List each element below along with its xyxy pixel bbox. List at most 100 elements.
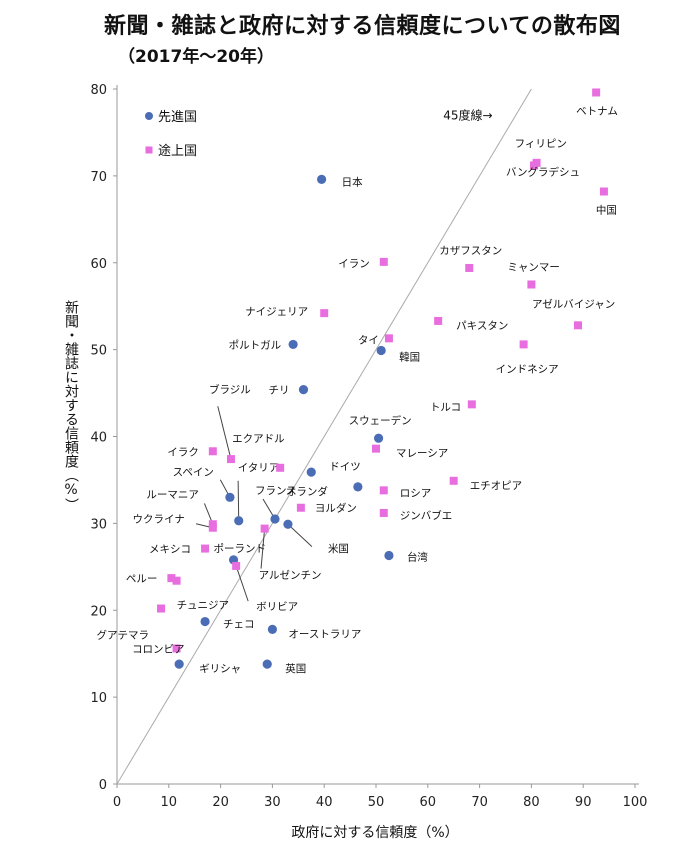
x-tick-label: 60 [420,795,437,810]
y-tick-label: 80 [90,83,107,98]
point-label: 台湾 [407,551,428,564]
point-label: 米国 [328,542,349,555]
data-point-developed [283,519,293,529]
data-point-developing [599,187,608,196]
point-label: イラン [338,258,370,270]
data-point-developing [434,316,443,325]
point-label: ジンバブエ [400,509,453,522]
data-point-developing [379,486,388,495]
point-label: ドイツ [329,461,361,473]
point-label: バングラデシュ [506,165,580,178]
point-label: コロンビア [132,643,185,655]
point-label: ボリビア [256,601,298,613]
data-point-developed [225,492,235,502]
point-label: チリ [268,385,289,397]
y-tick-label: 70 [90,170,107,185]
data-point-developed [298,384,309,395]
reference-line-45deg [116,88,532,785]
point-label: チュニジア [177,600,230,612]
point-label: ロシア [400,487,432,499]
data-point-developing [167,574,176,583]
x-tick-label: 10 [161,795,178,810]
point-label: ナイジェリア [245,306,308,318]
data-point-developing [519,340,528,349]
point-label: メキシコ [149,544,191,556]
point-label: フィリピン [515,138,567,150]
leader-line [260,528,266,569]
point-label: ポルトガル [229,339,282,351]
data-point-developed [267,624,277,634]
data-point-developed [234,516,244,526]
data-point-developing [449,476,458,485]
data-point-developing [320,309,329,318]
legend-label-developing: 途上国 [158,143,197,159]
x-tick-label: 40 [316,795,333,810]
data-point-developed [317,174,327,184]
data-point-developing [172,576,181,585]
leader-line [287,523,313,548]
point-label: ポーランド [214,543,266,555]
y-tick-label: 40 [90,431,107,446]
point-label: ギリシャ [199,663,241,675]
point-label: ベトナム [576,105,618,117]
point-label: スペイン [173,466,214,478]
leader-line [217,406,232,460]
y-tick-label: 20 [90,604,107,619]
data-point-developing [379,257,388,266]
data-point-developing [372,444,380,453]
chart-title: 新聞・雑誌と政府に対する信頼度についての散布図 [104,14,621,39]
x-tick-label: 100 [623,795,648,810]
data-point-developed [306,467,316,477]
data-point-developing [527,280,536,289]
point-label: ウクライナ [133,514,185,526]
reference-line-label: 45度線→ [443,107,492,122]
point-label: カザフスタン [439,245,502,257]
point-label: 韓国 [399,351,420,363]
y-tick-label: 60 [90,257,107,272]
point-label: ミャンマー [507,261,560,273]
data-point-developed [200,616,210,627]
point-label: スウェーデン [349,414,412,427]
point-label: フランス [255,485,297,497]
point-label: 日本 [342,175,363,188]
data-point-developed [384,550,394,561]
data-point-developing [467,400,476,409]
data-point-developing [276,463,285,472]
y-axis-label: 新聞・雑誌に対する信頼度（%） [63,300,79,512]
data-point-developing [208,447,217,456]
point-label: ルーマニア [146,489,199,501]
data-point-developed [174,659,184,669]
data-point-developing [465,263,474,272]
point-label: エチオピア [470,480,523,492]
point-label: イラク [167,446,199,458]
data-point-developing [384,334,393,343]
point-label: ヨルダン [315,502,357,515]
data-point-developed [376,345,386,356]
point-label: グアテマラ [97,629,150,642]
data-point-developing [172,644,181,653]
y-tick-label: 50 [90,344,107,359]
point-label: トルコ [430,401,461,413]
x-tick-label: 70 [471,795,488,810]
point-label: エクアドル [232,433,284,445]
data-point-developing [379,508,388,517]
legend-marker-developed [145,112,153,120]
point-label: オーストラリア [288,628,361,640]
point-label: アゼルバイジャン [532,298,615,310]
x-tick-label: 50 [368,795,385,810]
point-label: インドネシア [496,363,559,375]
y-tick-label: 30 [90,517,107,532]
data-point-developing [208,523,217,532]
chart-subtitle: （2017年〜20年） [118,47,274,67]
data-point-developing [592,88,601,97]
point-label: ペルー [126,573,158,585]
data-point-developing [226,455,235,464]
leader-line [235,565,249,602]
x-tick-label: 20 [212,795,229,810]
point-label: チェコ [223,619,255,631]
leader-line [237,480,240,521]
data-point-developing [296,503,305,512]
x-tick-label: 80 [523,795,540,810]
